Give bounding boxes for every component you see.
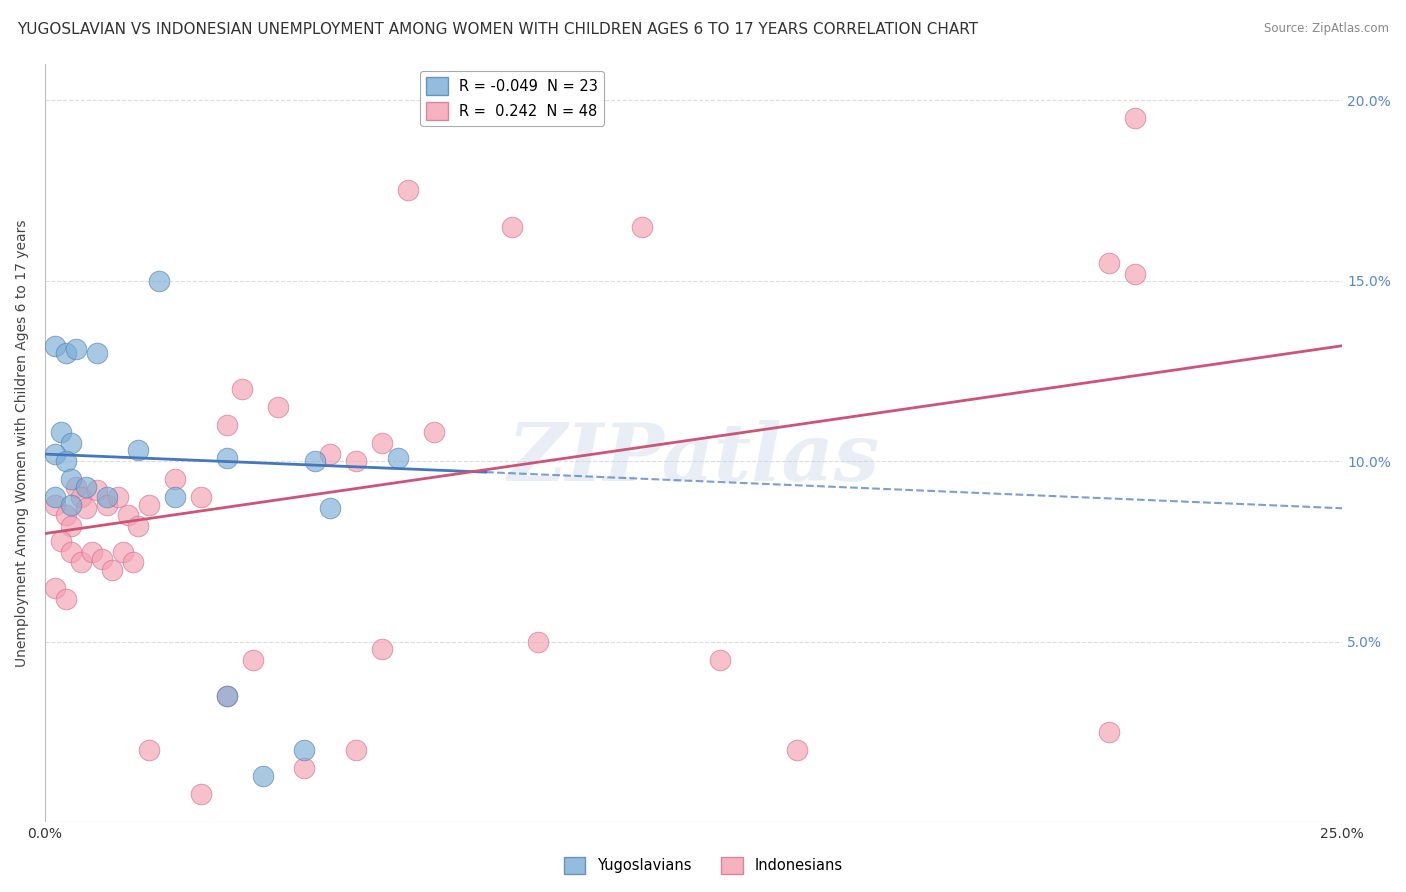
Point [44,581,66,595]
Point [49,425,72,440]
Point [527,635,550,649]
Point [371,642,394,657]
Point [138,498,160,512]
Point [215,450,238,465]
Point [387,450,409,465]
Point [59,498,82,512]
Point [107,491,129,505]
Point [101,563,124,577]
Point [65,343,87,357]
Point [127,443,149,458]
Point [630,219,652,234]
Y-axis label: Unemployment Among Women with Children Ages 6 to 17 years: Unemployment Among Women with Children A… [15,219,30,667]
Point [231,382,253,396]
Point [148,274,170,288]
Point [1123,112,1146,126]
Point [96,498,118,512]
Point [44,339,66,353]
Point [59,519,82,533]
Point [59,544,82,558]
Point [111,544,134,558]
Point [55,346,77,360]
Text: YUGOSLAVIAN VS INDONESIAN UNEMPLOYMENT AMONG WOMEN WITH CHILDREN AGES 6 TO 17 YE: YUGOSLAVIAN VS INDONESIAN UNEMPLOYMENT A… [17,22,979,37]
Point [267,400,290,414]
Point [96,491,118,505]
Point [1098,255,1121,269]
Point [294,743,316,757]
Point [91,551,114,566]
Text: ZIPatlas: ZIPatlas [508,419,880,497]
Point [49,533,72,548]
Point [76,501,98,516]
Point [44,491,66,505]
Point [86,483,108,498]
Point [215,689,238,703]
Point [215,689,238,703]
Point [44,498,66,512]
Point [252,768,274,782]
Point [190,787,212,801]
Point [163,472,186,486]
Point [122,556,145,570]
Point [294,761,316,775]
Point [76,480,98,494]
Point [65,480,87,494]
Point [319,501,342,516]
Point [242,653,264,667]
Point [396,184,419,198]
Point [501,219,523,234]
Point [1123,267,1146,281]
Point [55,454,77,468]
Point [786,743,808,757]
Text: Source: ZipAtlas.com: Source: ZipAtlas.com [1264,22,1389,36]
Point [423,425,446,440]
Point [70,491,93,505]
Point [86,346,108,360]
Point [344,743,367,757]
Point [215,418,238,433]
Point [709,653,731,667]
Point [190,491,212,505]
Point [55,508,77,523]
Point [163,491,186,505]
Point [70,556,93,570]
Point [59,436,82,450]
Point [344,454,367,468]
Point [59,472,82,486]
Point [138,743,160,757]
Point [80,544,103,558]
Point [1098,725,1121,739]
Point [371,436,394,450]
Point [127,519,149,533]
Point [44,447,66,461]
Point [319,447,342,461]
Legend: R = -0.049  N = 23, R =  0.242  N = 48: R = -0.049 N = 23, R = 0.242 N = 48 [420,71,605,126]
Point [55,591,77,606]
Legend: Yugoslavians, Indonesians: Yugoslavians, Indonesians [558,851,848,880]
Point [304,454,326,468]
Point [117,508,139,523]
